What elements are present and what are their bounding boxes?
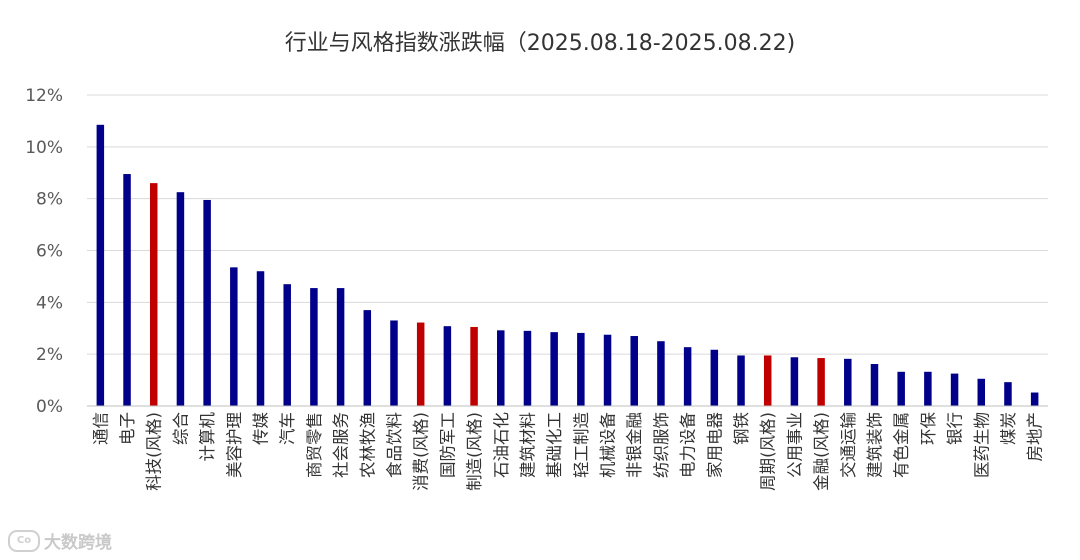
bar — [497, 330, 505, 406]
bar — [657, 341, 665, 406]
y-tick-label: 2% — [36, 345, 63, 365]
bar — [603, 334, 612, 406]
y-tick-label: 6% — [36, 242, 63, 262]
bar — [149, 183, 158, 406]
x-category-label: 基础化工 — [545, 412, 564, 478]
x-category-label: 纺织服饰 — [652, 412, 671, 478]
bar — [844, 358, 852, 406]
y-tick-label: 10% — [25, 138, 63, 158]
bar — [550, 332, 558, 406]
x-category-label: 机械设备 — [599, 412, 618, 479]
bar — [737, 355, 745, 406]
x-category-label: 电力设备 — [679, 412, 698, 479]
bar — [523, 330, 532, 406]
bar — [950, 373, 959, 406]
y-tick-label: 12% — [25, 86, 63, 106]
x-category-label: 科技(风格) — [145, 412, 164, 491]
bar — [1004, 382, 1012, 406]
bar — [203, 199, 211, 406]
bar — [176, 192, 185, 406]
bars — [96, 124, 1039, 406]
x-category-label: 传媒 — [252, 412, 271, 446]
bar — [230, 267, 238, 406]
bar — [96, 124, 105, 406]
chart-title: 行业与风格指数涨跌幅（2025.08.18-2025.08.22) — [285, 31, 795, 56]
x-category-label: 周期(风格) — [759, 412, 778, 491]
x-category-label: 通信 — [91, 412, 110, 445]
bar — [443, 326, 452, 406]
x-category-label: 环保 — [919, 412, 938, 446]
bar — [897, 371, 905, 406]
bar — [283, 284, 291, 406]
bar — [924, 371, 932, 406]
x-category-label: 制造(风格) — [465, 412, 484, 491]
bar — [390, 320, 398, 406]
x-category-label: 金融(风格) — [812, 412, 831, 491]
watermark-logo-icon: Co — [8, 529, 40, 552]
x-category-label: 电子 — [118, 412, 137, 445]
x-category-label: 公用事业 — [785, 412, 804, 478]
x-category-label: 医药生物 — [972, 412, 991, 478]
x-category-label: 石油石化 — [492, 412, 511, 478]
bar — [256, 271, 265, 406]
y-tick-label: 4% — [36, 293, 63, 313]
bar — [763, 355, 772, 406]
bar — [363, 310, 372, 406]
x-category-label: 有色金属 — [892, 412, 911, 478]
x-category-label: 国防军工 — [438, 412, 457, 478]
bar — [630, 336, 638, 406]
x-category-label: 银行 — [946, 412, 965, 445]
bar — [790, 357, 799, 406]
bar — [817, 358, 825, 406]
bar — [123, 174, 131, 406]
bar — [577, 332, 585, 406]
x-category-label: 综合 — [171, 412, 190, 445]
x-category-label: 农林牧渔 — [358, 412, 377, 478]
y-tick-label: 0% — [36, 397, 63, 417]
bar — [310, 288, 318, 406]
x-category-label: 社会服务 — [332, 412, 351, 478]
x-category-label: 商贸零售 — [305, 412, 324, 478]
x-category-label: 非银金融 — [625, 412, 644, 478]
x-category-label: 家用电器 — [705, 412, 724, 479]
x-category-label: 汽车 — [278, 412, 297, 445]
x-category-label: 煤炭 — [999, 412, 1018, 445]
bar — [683, 347, 692, 406]
x-category-label: 轻工制造 — [572, 412, 591, 479]
gridlines — [87, 94, 1048, 355]
x-category-label: 钢铁 — [732, 412, 751, 445]
bar — [470, 326, 478, 406]
bar — [336, 288, 345, 406]
x-category-label: 房地产 — [1026, 412, 1045, 462]
x-category-label: 计算机 — [198, 412, 217, 462]
x-category-label: 美容护理 — [225, 412, 244, 478]
x-category-label: 食品饮料 — [385, 412, 404, 478]
bar — [1030, 392, 1039, 406]
watermark: Co 大数跨境 — [8, 528, 112, 553]
x-category-label: 建筑装饰 — [865, 412, 884, 478]
x-category-label: 交通运输 — [839, 412, 858, 479]
bar — [416, 322, 425, 406]
bar — [710, 349, 719, 406]
bar — [977, 378, 986, 406]
x-category-label: 建筑材料 — [518, 412, 537, 478]
x-axis-category-labels: 通信 电子 科技(风格) 综合 计算机 美容护理 传媒 汽车 商贸零售 社会服务 农林牧渔 食品饮料消… — [91, 412, 1044, 491]
y-tick-label: 8% — [36, 190, 63, 210]
watermark-text: 大数跨境 — [44, 533, 112, 553]
bar — [870, 364, 879, 406]
y-axis-tick-labels: 0% 2% 4% 6% 8% 10% 12% — [25, 86, 63, 417]
x-category-label: 消费(风格) — [412, 412, 431, 491]
